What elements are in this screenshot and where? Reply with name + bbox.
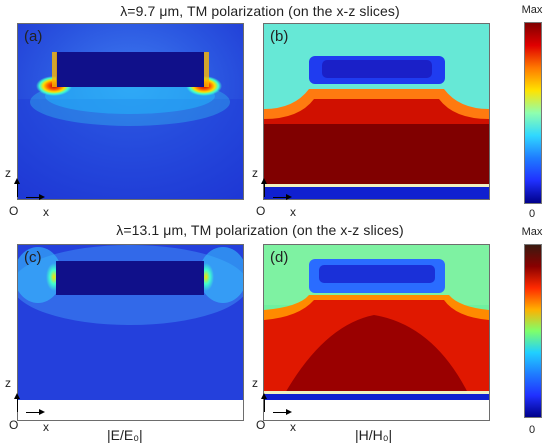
- origin-label: O: [9, 418, 19, 432]
- panel-b-h-field-map: (b): [263, 23, 490, 200]
- e-field-map-a: [18, 24, 243, 199]
- h-field-map-d: [264, 245, 489, 400]
- z-axis-arrow: [14, 178, 20, 197]
- colorbar-1-min: 0: [528, 208, 536, 220]
- colorbar-1: [524, 22, 542, 204]
- row2-title: λ=13.1 μm, TM polarization (on the x-z s…: [116, 222, 404, 238]
- x-axis-arrow: [26, 409, 45, 415]
- panel-d-h-field-map: (d): [263, 244, 490, 421]
- z-axis-label: z: [5, 376, 11, 390]
- origin-label: O: [9, 204, 19, 218]
- panel-c-label: (c): [24, 249, 42, 266]
- row1-title: λ=9.7 μm, TM polarization (on the x-z sl…: [120, 3, 400, 19]
- panel-a-label: (a): [24, 28, 43, 45]
- x-axis-arrow: [273, 409, 292, 415]
- z-axis-label: z: [5, 166, 11, 180]
- panel-d-label: (d): [270, 249, 289, 266]
- h-field-quantity-label: |H/H₀|: [355, 427, 393, 443]
- z-axis-arrow: [14, 393, 20, 412]
- x-axis-label: x: [43, 205, 49, 219]
- z-axis-label: z: [252, 376, 258, 390]
- x-axis-label: x: [290, 205, 296, 219]
- panel-a-e-field-map: (a): [17, 23, 244, 200]
- x-axis-arrow: [273, 194, 292, 200]
- z-axis-arrow: [261, 393, 267, 412]
- colorbar-2-max: Max: [521, 226, 543, 238]
- z-axis-arrow: [261, 178, 267, 197]
- resonator-block: [56, 52, 204, 87]
- e-field-map-c: [18, 245, 243, 400]
- panel-c-e-field-map: (c): [17, 244, 244, 421]
- x-axis-label: x: [43, 420, 49, 434]
- panel-b-label: (b): [270, 28, 289, 45]
- e-field-quantity-label: |E/E₀|: [107, 427, 143, 443]
- colorbar-1-max: Max: [521, 4, 543, 16]
- z-axis-label: z: [252, 166, 258, 180]
- colorbar-2-min: 0: [528, 424, 536, 436]
- colorbar-2: [524, 244, 542, 418]
- x-axis-label: x: [290, 420, 296, 434]
- x-axis-arrow: [26, 194, 45, 200]
- origin-label: O: [256, 418, 266, 432]
- resonator-block: [56, 261, 204, 295]
- origin-label: O: [256, 204, 266, 218]
- h-field-map-b: [264, 24, 489, 199]
